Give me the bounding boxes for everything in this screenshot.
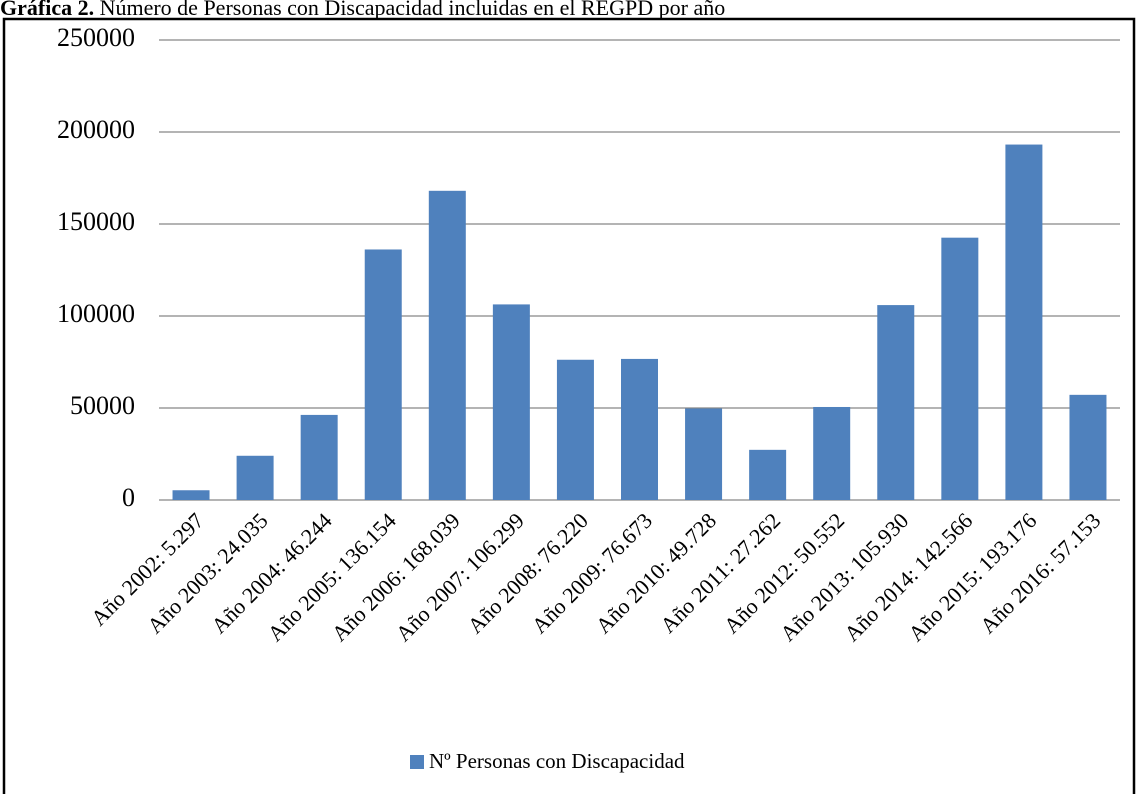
title-label: Gráfica 2. [0,0,94,20]
bar [941,237,979,500]
bar [1005,144,1043,501]
x-tick-label: Año 2016: 57.153 [975,508,1105,638]
title-text: Número de Personas con Discapacidad incl… [100,0,726,20]
bar [556,359,594,500]
bar [236,455,274,500]
bar [749,449,787,500]
chart-border [2,17,1136,794]
bar [364,249,402,500]
y-tick-label: 100000 [57,299,135,328]
y-tick-label: 50000 [70,391,135,420]
chart-title: Gráfica 2. Número de Personas con Discap… [0,0,725,20]
bar [813,406,851,500]
legend-swatch [410,755,424,769]
y-tick-label: 0 [122,483,135,512]
bar [621,358,658,500]
x-tick-label: Año 2002: 5.297 [86,508,209,631]
bar [428,190,466,501]
bar [685,408,723,500]
bar [172,490,210,500]
y-tick-label: 200000 [57,115,135,144]
y-tick-label: 150000 [57,207,135,236]
bar [300,414,338,500]
y-tick-label: 250000 [57,23,135,52]
bar [877,305,915,500]
legend-label: Nº Personas con Discapacidad [429,749,685,773]
bar [492,304,530,500]
bar [1069,394,1107,500]
